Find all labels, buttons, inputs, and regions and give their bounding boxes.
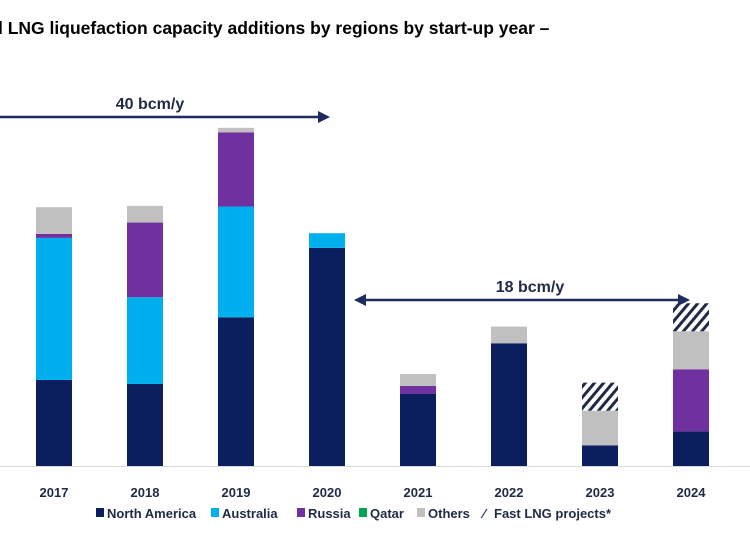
bar-segment-north-america-2018: [127, 383, 163, 466]
bar-segment-others-2017: [36, 207, 72, 234]
bar-segment-australia-2018: [127, 297, 163, 384]
legend-label: North America: [107, 506, 197, 521]
annotation-18: 18 bcm/y: [496, 279, 565, 296]
legend-swatch-north-america: [96, 508, 104, 517]
legend-swatch-qatar: [359, 508, 367, 517]
legend-label: Russia: [308, 506, 351, 521]
bar-segment-australia-2017: [36, 237, 72, 380]
x-tick-label: 2021: [404, 485, 433, 500]
bar-segment-others-2018: [127, 205, 163, 223]
legend-label: Fast LNG projects*: [494, 506, 612, 521]
bar-segment-others-2024: [673, 331, 709, 370]
legend-swatch-others: [417, 508, 425, 517]
bar-segment-russia-2017: [36, 233, 72, 238]
legend-label: Qatar: [370, 506, 404, 521]
x-tick-label: 2022: [495, 485, 524, 500]
bar-segment-north-america-2022: [491, 343, 527, 466]
hatch-icon: ∕: [480, 506, 488, 521]
bar-segment-russia-2019: [218, 132, 254, 207]
bar-segment-north-america-2020: [309, 247, 345, 466]
bar-segment-russia-2021: [400, 385, 436, 394]
bar-segment-fast-lng-projects--2024: [673, 303, 709, 332]
bar-segment-north-america-2024: [673, 431, 709, 466]
legend-swatch-australia: [211, 508, 219, 517]
legend-swatch-russia: [297, 508, 305, 517]
x-tick-label: 2018: [131, 485, 160, 500]
bar-segment-north-america-2019: [218, 317, 254, 466]
bar-segment-australia-2019: [218, 206, 254, 318]
bar-segment-others-2023: [582, 410, 618, 446]
bar-segment-north-america-2023: [582, 445, 618, 466]
bar-segment-australia-2020: [309, 233, 345, 248]
bar-segment-others-2021: [400, 373, 436, 386]
chart-title: l LNG liquefaction capacity additions by…: [0, 18, 550, 38]
x-tick-label: 2023: [586, 485, 615, 500]
bar-segment-russia-2018: [127, 222, 163, 298]
bar-segment-fast-lng-projects--2023: [582, 382, 618, 411]
x-tick-label: 2019: [222, 485, 251, 500]
bar-segment-north-america-2021: [400, 393, 436, 466]
bar-segment-others-2022: [491, 326, 527, 344]
x-tick-label: 2020: [313, 485, 342, 500]
bar-segment-north-america-2017: [36, 379, 72, 466]
arrow-left-icon: [354, 294, 366, 306]
annotation-40: 40 bcm/y: [116, 96, 185, 113]
legend-label: Others: [428, 506, 470, 521]
bar-segment-others-2019: [218, 127, 254, 133]
arrow-right-icon: [678, 294, 690, 306]
x-tick-label: 2017: [40, 485, 69, 500]
x-tick-label: 2024: [677, 485, 707, 500]
legend-label: Australia: [222, 506, 278, 521]
bar-segment-russia-2024: [673, 369, 709, 432]
arrow-right-icon: [318, 111, 330, 123]
